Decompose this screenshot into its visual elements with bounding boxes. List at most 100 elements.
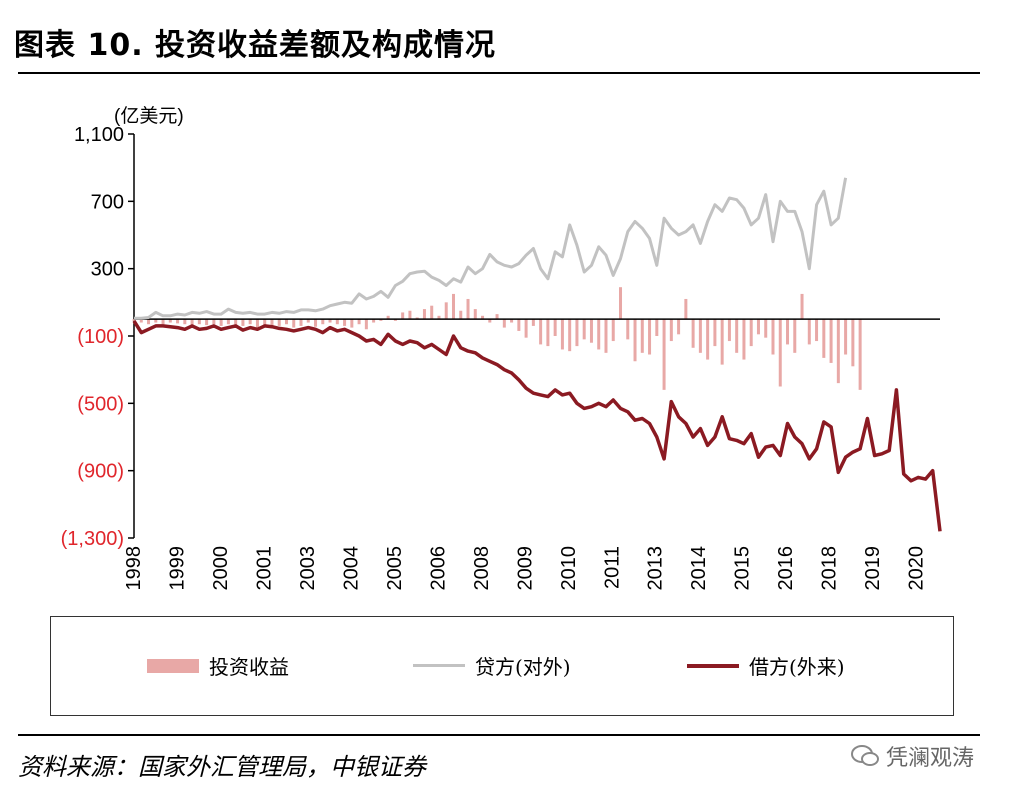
bar [459,310,463,320]
bar [212,319,216,325]
bar [139,319,143,323]
series-line-credit [134,177,848,320]
bar [328,319,332,323]
bar [589,319,593,343]
bar [473,309,477,320]
bar [764,319,768,338]
bar [190,319,194,326]
chat-bubble-icon [851,745,879,766]
x-tick-label: 2015 [732,546,754,591]
bar [793,319,797,353]
bar [306,319,310,323]
bar [335,319,339,325]
bar [713,319,717,347]
bar [771,319,775,355]
bar [756,319,760,335]
x-tick-label: 2003 [297,546,319,591]
bar [248,319,252,325]
bar [241,319,245,326]
bar [284,319,288,325]
bar [626,319,630,340]
x-tick-label: 2011 [601,546,623,589]
y-tick-label: (900) [77,461,124,483]
y-tick-label: 300 [91,259,124,281]
x-tick-label: 2018 [819,546,841,591]
bar [619,287,623,320]
bar [546,319,550,347]
bar [720,319,724,365]
bar [495,314,499,320]
legend: 投资收益 贷方(对外) 借方(外来) [50,616,954,716]
bar [234,319,238,328]
bar [611,319,615,342]
bar [176,319,180,324]
bar [706,319,710,360]
bar [386,315,390,320]
x-tick-label: 1999 [167,546,189,591]
x-tick-label: 2014 [688,546,710,591]
bar [807,319,811,345]
y-tick-label: 1,100 [74,124,124,146]
legend-item-debit: 借方(外来) [687,651,845,680]
bar [735,319,739,353]
bar [183,319,187,325]
bar [698,319,702,353]
bar [277,319,281,326]
y-unit-label: (亿美元) [114,105,184,127]
watermark-text: 凭澜观涛 [886,746,975,771]
x-tick-label: 2001 [253,546,275,591]
bar [648,319,652,355]
x-tick-label: 2004 [340,546,362,591]
bar [851,319,855,367]
bar [517,319,521,331]
bar [430,305,434,320]
bar [350,319,354,328]
source-note: 资料来源：国家外汇管理局，中银证券 [18,753,426,781]
bar [749,319,753,347]
bar [604,319,608,353]
bar [226,319,230,325]
bar [481,315,485,320]
x-tick-label: 2013 [645,546,667,591]
legend-label-debit: 借方(外来) [749,655,845,679]
bar [393,319,397,321]
y-tick-label: (500) [77,393,124,415]
x-tick-label: 2006 [427,546,449,591]
bar [205,319,209,326]
bar [786,319,790,345]
bar [321,319,325,325]
bar [343,319,347,326]
bar [677,319,681,335]
x-tick-label: 2009 [514,546,536,591]
bar [197,319,201,325]
y-tick-label: 700 [91,191,124,213]
bar [451,293,455,320]
bar [488,319,492,323]
bar [560,319,564,350]
x-tick-label: 2000 [210,546,232,591]
bar [132,319,136,321]
bar [655,319,659,336]
bar [147,319,151,325]
bar [379,319,383,321]
x-tick-label: 2005 [384,546,406,591]
bar [292,319,296,328]
bar [742,319,746,360]
bar [575,319,579,347]
y-tick-label: (100) [77,326,124,348]
bar [844,319,848,355]
legend-item-credit: 贷方(对外) [413,651,571,680]
bar [691,319,695,348]
bar [154,319,158,323]
legend-item-bars: 投资收益 [147,651,289,680]
bar [553,319,557,336]
bar [466,298,470,320]
x-tick-label: 2016 [775,546,797,591]
bar [357,319,361,325]
bar [314,319,318,327]
bar [422,309,426,320]
series-line-debit [132,319,942,532]
bar [364,319,368,330]
bar [829,319,833,363]
bar [662,319,666,390]
